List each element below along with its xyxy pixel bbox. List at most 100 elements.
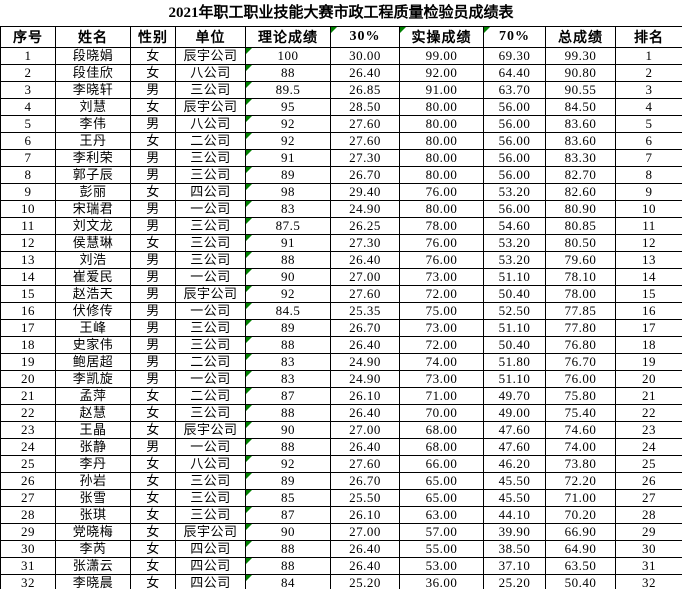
cell-unit[interactable]: 二公司 [175, 353, 246, 371]
cell-unit[interactable]: 三公司 [175, 506, 246, 524]
cell-rank[interactable]: 29 [615, 523, 682, 541]
cell-theory-score[interactable]: 88 [245, 557, 331, 575]
cell-gender[interactable]: 女 [130, 404, 176, 422]
cell-theory-score[interactable]: 87 [245, 387, 331, 405]
cell-weight-30[interactable]: 26.40 [330, 336, 400, 354]
cell-practical-score[interactable]: 53.00 [399, 557, 484, 575]
cell-theory-score[interactable]: 92 [245, 132, 331, 150]
cell-rank[interactable]: 17 [615, 319, 682, 337]
cell-gender[interactable]: 女 [130, 506, 176, 524]
cell-practical-score[interactable]: 80.00 [399, 200, 484, 218]
cell-practical-score[interactable]: 73.00 [399, 268, 484, 286]
cell-weight-70[interactable]: 69.30 [483, 47, 546, 65]
cell-theory-score[interactable]: 87.5 [245, 217, 331, 235]
cell-rank[interactable]: 13 [615, 251, 682, 269]
cell-rank[interactable]: 23 [615, 421, 682, 439]
cell-practical-score[interactable]: 75.00 [399, 302, 484, 320]
cell-name[interactable]: 孙岩 [55, 472, 131, 490]
column-header-weight-30[interactable]: 30% [330, 26, 400, 48]
cell-index[interactable]: 3 [0, 81, 56, 99]
cell-total-score[interactable]: 72.20 [545, 472, 616, 490]
cell-gender[interactable]: 女 [130, 98, 176, 116]
cell-theory-score[interactable]: 90 [245, 523, 331, 541]
cell-rank[interactable]: 20 [615, 370, 682, 388]
cell-practical-score[interactable]: 80.00 [399, 149, 484, 167]
cell-theory-score[interactable]: 98 [245, 183, 331, 201]
cell-unit[interactable]: 辰宇公司 [175, 523, 246, 541]
cell-practical-score[interactable]: 65.00 [399, 472, 484, 490]
cell-practical-score[interactable]: 80.00 [399, 166, 484, 184]
cell-name[interactable]: 赵浩天 [55, 285, 131, 303]
cell-weight-70[interactable]: 45.50 [483, 489, 546, 507]
cell-total-score[interactable]: 80.90 [545, 200, 616, 218]
cell-total-score[interactable]: 83.60 [545, 132, 616, 150]
cell-total-score[interactable]: 75.80 [545, 387, 616, 405]
cell-theory-score[interactable]: 89 [245, 166, 331, 184]
cell-rank[interactable]: 10 [615, 200, 682, 218]
cell-unit[interactable]: 一公司 [175, 268, 246, 286]
cell-unit[interactable]: 四公司 [175, 540, 246, 558]
cell-index[interactable]: 11 [0, 217, 56, 235]
cell-unit[interactable]: 二公司 [175, 132, 246, 150]
cell-gender[interactable]: 女 [130, 455, 176, 473]
cell-weight-70[interactable]: 44.10 [483, 506, 546, 524]
cell-rank[interactable]: 5 [615, 115, 682, 133]
cell-rank[interactable]: 31 [615, 557, 682, 575]
cell-rank[interactable]: 15 [615, 285, 682, 303]
cell-unit[interactable]: 三公司 [175, 81, 246, 99]
cell-unit[interactable]: 三公司 [175, 404, 246, 422]
cell-total-score[interactable]: 76.80 [545, 336, 616, 354]
cell-theory-score[interactable]: 89 [245, 472, 331, 490]
cell-practical-score[interactable]: 36.00 [399, 574, 484, 589]
cell-practical-score[interactable]: 80.00 [399, 115, 484, 133]
cell-weight-30[interactable]: 26.40 [330, 557, 400, 575]
cell-name[interactable]: 段佳欣 [55, 64, 131, 82]
cell-gender[interactable]: 女 [130, 64, 176, 82]
cell-index[interactable]: 4 [0, 98, 56, 116]
cell-name[interactable]: 侯慧琳 [55, 234, 131, 252]
cell-index[interactable]: 18 [0, 336, 56, 354]
cell-index[interactable]: 30 [0, 540, 56, 558]
cell-index[interactable]: 7 [0, 149, 56, 167]
cell-weight-30[interactable]: 26.40 [330, 64, 400, 82]
cell-practical-score[interactable]: 68.00 [399, 438, 484, 456]
cell-practical-score[interactable]: 55.00 [399, 540, 484, 558]
cell-practical-score[interactable]: 99.00 [399, 47, 484, 65]
cell-unit[interactable]: 三公司 [175, 217, 246, 235]
cell-gender[interactable]: 女 [130, 132, 176, 150]
cell-theory-score[interactable]: 83 [245, 353, 331, 371]
cell-total-score[interactable]: 74.60 [545, 421, 616, 439]
cell-weight-30[interactable]: 27.60 [330, 115, 400, 133]
cell-weight-70[interactable]: 56.00 [483, 200, 546, 218]
cell-unit[interactable]: 一公司 [175, 370, 246, 388]
cell-theory-score[interactable]: 87 [245, 506, 331, 524]
cell-name[interactable]: 崔爱民 [55, 268, 131, 286]
cell-gender[interactable]: 女 [130, 557, 176, 575]
cell-name[interactable]: 伏修传 [55, 302, 131, 320]
cell-weight-30[interactable]: 26.70 [330, 319, 400, 337]
cell-practical-score[interactable]: 80.00 [399, 98, 484, 116]
cell-weight-30[interactable]: 27.30 [330, 234, 400, 252]
cell-practical-score[interactable]: 80.00 [399, 132, 484, 150]
cell-weight-30[interactable]: 26.40 [330, 251, 400, 269]
cell-index[interactable]: 25 [0, 455, 56, 473]
cell-rank[interactable]: 22 [615, 404, 682, 422]
cell-theory-score[interactable]: 85 [245, 489, 331, 507]
column-header-gender[interactable]: 性别 [130, 26, 176, 48]
column-header-index[interactable]: 序号 [0, 26, 56, 48]
cell-theory-score[interactable]: 100 [245, 47, 331, 65]
cell-rank[interactable]: 7 [615, 149, 682, 167]
cell-weight-70[interactable]: 56.00 [483, 166, 546, 184]
cell-weight-30[interactable]: 27.60 [330, 455, 400, 473]
cell-name[interactable]: 刘慧 [55, 98, 131, 116]
cell-rank[interactable]: 2 [615, 64, 682, 82]
cell-rank[interactable]: 25 [615, 455, 682, 473]
cell-total-score[interactable]: 70.20 [545, 506, 616, 524]
cell-index[interactable]: 1 [0, 47, 56, 65]
cell-practical-score[interactable]: 91.00 [399, 81, 484, 99]
cell-weight-70[interactable]: 51.10 [483, 319, 546, 337]
cell-rank[interactable]: 12 [615, 234, 682, 252]
cell-name[interactable]: 孟萍 [55, 387, 131, 405]
cell-weight-70[interactable]: 51.80 [483, 353, 546, 371]
cell-theory-score[interactable]: 88 [245, 404, 331, 422]
